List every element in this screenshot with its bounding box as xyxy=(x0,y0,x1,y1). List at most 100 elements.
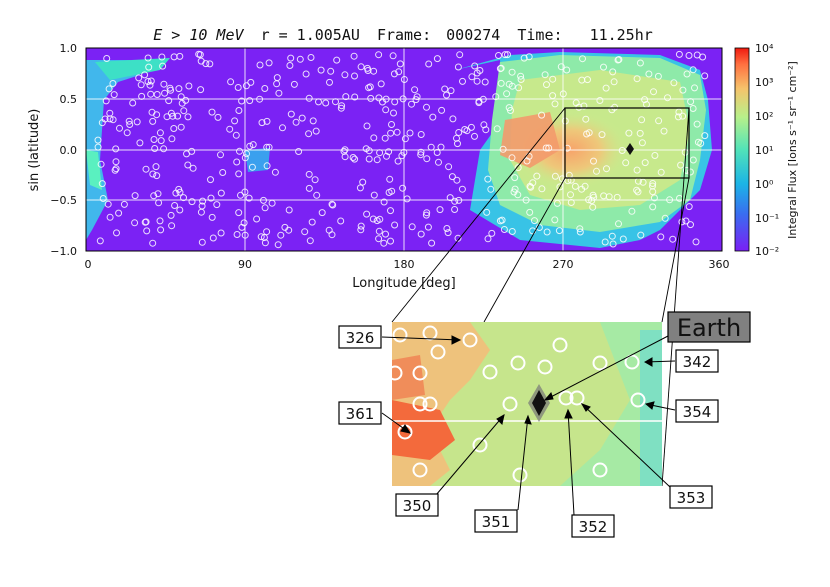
field-line-marker xyxy=(593,167,600,175)
field-line-marker xyxy=(545,144,553,152)
field-line-marker xyxy=(235,170,243,178)
callout-label: 353 xyxy=(677,489,706,507)
field-line-marker xyxy=(308,218,316,226)
field-line-marker xyxy=(417,151,425,159)
field-line-marker xyxy=(508,228,516,235)
field-line-marker xyxy=(207,194,215,202)
field-line-marker xyxy=(120,200,128,208)
field-line-marker xyxy=(97,160,105,168)
field-line-marker xyxy=(685,203,693,211)
field-line-marker xyxy=(514,164,522,172)
field-line-marker xyxy=(265,143,273,151)
field-line-marker xyxy=(535,224,543,231)
field-line-marker xyxy=(248,163,256,171)
earth-marker-zoom xyxy=(532,390,546,416)
field-line-marker xyxy=(396,60,404,68)
field-line-marker xyxy=(131,219,139,227)
field-line-marker xyxy=(241,231,249,239)
field-line-marker xyxy=(287,110,295,118)
field-line-marker xyxy=(454,63,462,71)
field-line-marker xyxy=(168,222,176,230)
field-line-marker xyxy=(129,99,137,107)
field-line-marker xyxy=(429,113,437,121)
field-line-marker xyxy=(197,57,205,65)
field-line-marker xyxy=(111,166,119,174)
earth-marker-main xyxy=(626,143,634,155)
field-line-marker xyxy=(349,154,357,161)
field-line-marker xyxy=(487,185,495,193)
field-line-marker xyxy=(575,103,583,111)
field-line-marker xyxy=(305,94,313,102)
x-ticks: 0 90 180 270 360 xyxy=(85,258,730,271)
field-line-marker xyxy=(98,180,106,188)
field-line-marker xyxy=(160,145,168,153)
field-line-marker xyxy=(159,62,167,70)
field-line-marker xyxy=(628,207,636,215)
field-line-marker xyxy=(208,108,216,116)
x-tick-label: 270 xyxy=(553,258,574,271)
y-tick-label: 0.0 xyxy=(60,144,78,157)
field-line-marker xyxy=(387,237,394,245)
field-line-marker xyxy=(636,59,644,67)
field-line-marker xyxy=(363,210,371,218)
field-line-marker xyxy=(423,209,431,217)
field-line-marker xyxy=(217,151,224,159)
field-line-marker xyxy=(447,87,455,95)
field-line-marker xyxy=(158,53,166,61)
zoom-field-line-marker xyxy=(592,462,608,478)
field-line-marker xyxy=(610,78,618,86)
field-line-marker xyxy=(233,158,241,166)
field-line-marker xyxy=(286,62,294,69)
field-line-marker xyxy=(699,53,707,61)
field-line-marker xyxy=(651,152,659,159)
field-line-marker xyxy=(424,223,432,231)
field-line-marker xyxy=(256,95,264,103)
zoom-field-line-marker xyxy=(482,364,498,380)
field-line-marker xyxy=(156,129,164,137)
field-line-marker xyxy=(563,66,571,74)
field-line-marker xyxy=(473,77,481,85)
field-line-marker xyxy=(551,100,559,108)
y-tick-label: 1.0 xyxy=(60,42,78,55)
field-line-marker xyxy=(649,180,657,187)
field-line-marker xyxy=(443,225,451,232)
field-line-marker xyxy=(357,63,365,71)
field-line-marker xyxy=(687,98,695,106)
title-energy: E > 10 MeV xyxy=(153,26,244,44)
field-line-marker xyxy=(670,79,678,87)
field-line-marker xyxy=(177,123,185,131)
field-line-marker xyxy=(307,54,315,61)
field-line-marker xyxy=(165,97,173,105)
field-line-marker xyxy=(655,117,663,125)
field-line-marker xyxy=(500,226,508,233)
field-line-marker xyxy=(525,53,533,61)
callout-box xyxy=(474,509,518,533)
field-line-marker xyxy=(150,192,158,200)
field-line-marker xyxy=(153,91,161,98)
field-line-marker xyxy=(101,115,109,123)
field-line-marker xyxy=(634,188,642,196)
field-line-marker xyxy=(233,231,241,238)
field-line-marker xyxy=(153,111,161,119)
field-line-marker xyxy=(317,66,325,74)
field-line-marker xyxy=(247,78,255,86)
field-line-marker xyxy=(654,72,662,80)
field-line-marker xyxy=(209,234,217,242)
field-line-marker xyxy=(141,71,149,79)
field-line-marker xyxy=(149,117,157,125)
field-line-marker xyxy=(105,85,113,93)
field-line-marker xyxy=(188,198,196,206)
field-line-marker xyxy=(428,239,436,247)
field-line-marker xyxy=(198,238,206,246)
field-line-marker xyxy=(614,56,622,64)
field-line-marker xyxy=(106,213,114,221)
field-line-marker xyxy=(567,191,574,199)
field-line-marker xyxy=(504,51,511,59)
field-line-marker xyxy=(559,90,567,98)
field-line-marker xyxy=(400,76,408,83)
field-line-marker xyxy=(365,84,373,92)
field-line-marker xyxy=(341,71,349,79)
field-line-marker xyxy=(600,63,607,71)
field-line-marker xyxy=(576,225,584,233)
field-line-marker xyxy=(674,113,682,121)
